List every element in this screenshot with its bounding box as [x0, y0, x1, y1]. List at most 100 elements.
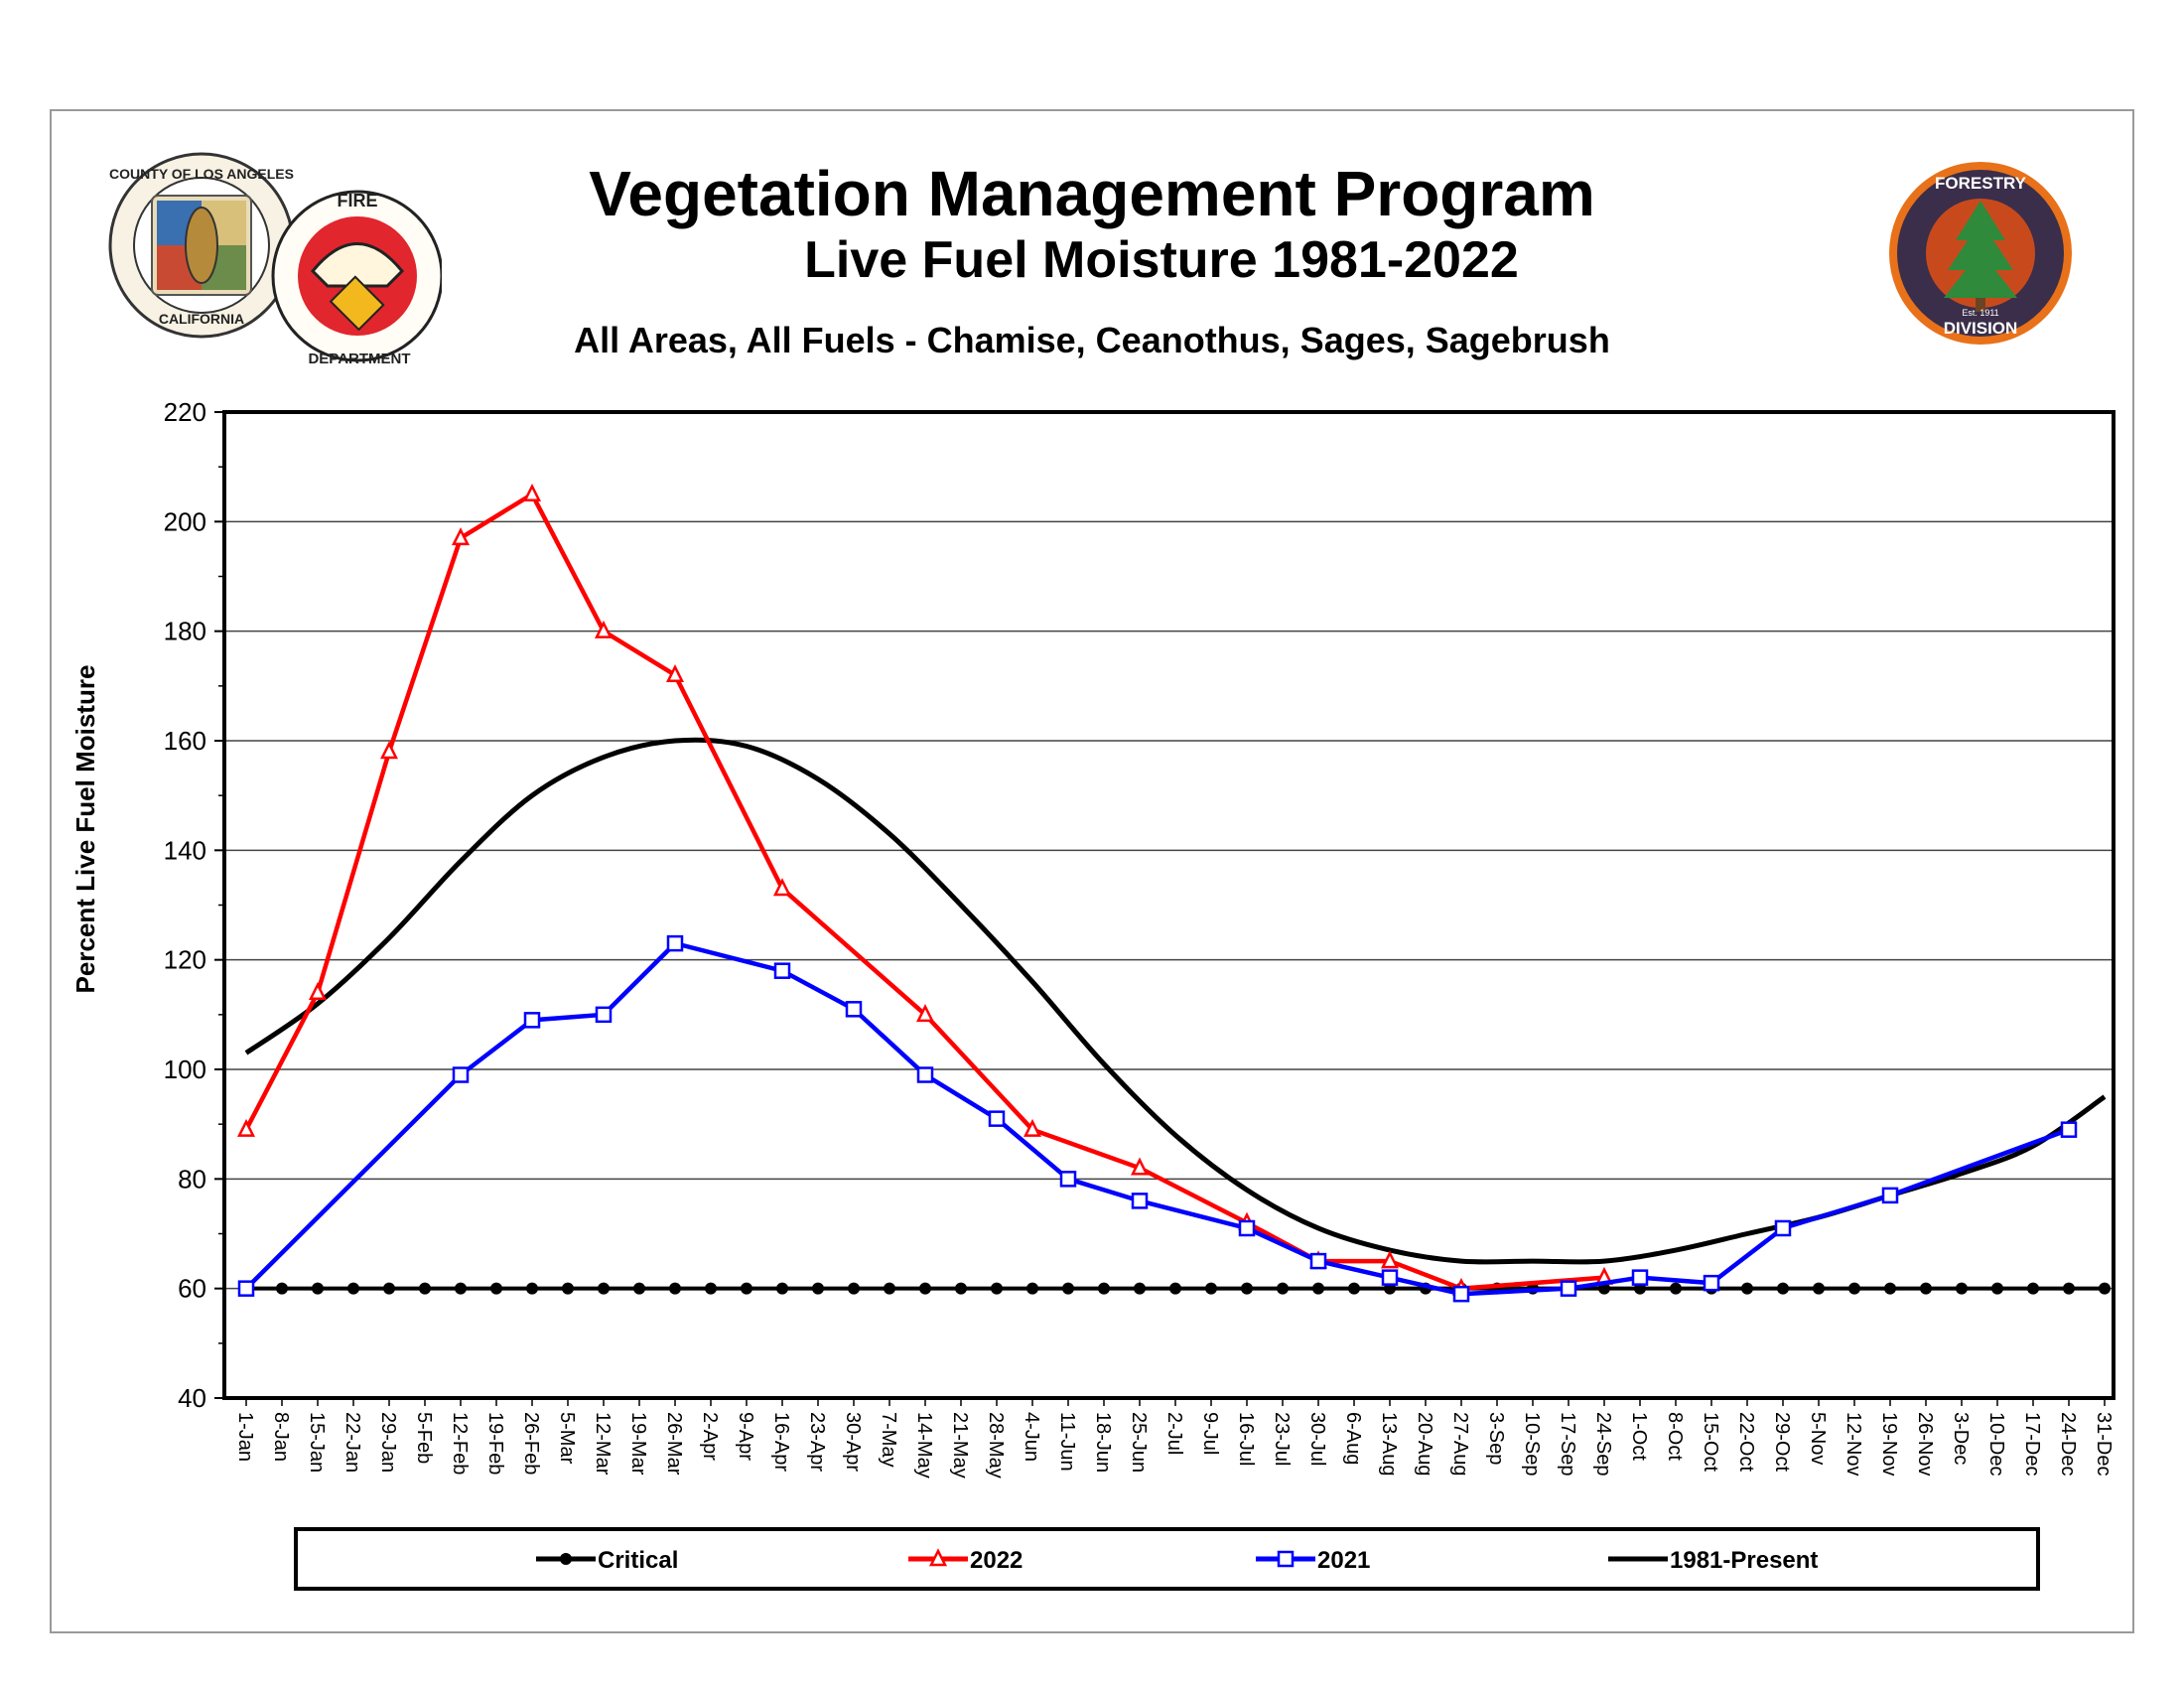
data-point-critical	[419, 1282, 431, 1295]
svg-text:COUNTY OF LOS ANGELES: COUNTY OF LOS ANGELES	[109, 166, 294, 182]
data-point-critical	[276, 1282, 288, 1295]
data-point-critical	[1169, 1282, 1181, 1295]
data-point-2021	[595, 1006, 613, 1024]
data-point-2022	[665, 664, 685, 683]
x-tick-label: 11-Jun	[1056, 1412, 1078, 1472]
x-tick-label: 7-May	[878, 1412, 899, 1468]
data-point-2021	[1381, 1269, 1399, 1286]
x-tick-label: 6-Aug	[1342, 1412, 1364, 1465]
data-point-2021	[1238, 1219, 1256, 1237]
data-point-critical	[1670, 1282, 1682, 1295]
y-tick-label: 100	[164, 1055, 206, 1084]
data-point-critical	[812, 1282, 824, 1295]
legend-box	[294, 1527, 2040, 1591]
data-point-2021	[916, 1066, 934, 1083]
legend-label-critical: Critical	[598, 1547, 678, 1574]
x-tick-label: 23-Apr	[806, 1412, 828, 1472]
y-tick-label: 80	[178, 1164, 206, 1194]
x-tick-label: 10-Sep	[1521, 1412, 1543, 1477]
x-tick-label: 28-May	[985, 1412, 1007, 1478]
data-point-critical	[383, 1282, 395, 1295]
data-point-2021	[237, 1280, 255, 1297]
x-tick-label: 5-Mar	[556, 1412, 578, 1465]
y-tick-label: 40	[178, 1383, 206, 1413]
data-point-critical	[490, 1282, 502, 1295]
x-tick-label: 19-Mar	[627, 1412, 649, 1476]
x-tick-label: 29-Jan	[377, 1412, 399, 1473]
x-tick-label: 13-Aug	[1378, 1412, 1400, 1477]
data-point-2021	[1131, 1193, 1149, 1209]
series-line-2022	[244, 491, 1605, 1291]
data-point-2021	[2060, 1121, 2078, 1138]
data-point-critical	[1277, 1282, 1289, 1295]
x-tick-label: 16-Apr	[770, 1412, 792, 1472]
legend-marker-2021	[1277, 1550, 1295, 1568]
data-point-2021	[1309, 1252, 1327, 1270]
x-tick-label: 25-Jun	[1128, 1412, 1150, 1473]
data-point-2022	[379, 741, 399, 760]
data-point-2021	[988, 1110, 1006, 1127]
data-point-critical	[562, 1282, 574, 1295]
x-tick-label: 10-Dec	[1985, 1412, 2007, 1476]
x-tick-label: 8-Jan	[270, 1412, 292, 1462]
data-point-2022	[594, 620, 614, 638]
data-point-critical	[919, 1282, 931, 1295]
x-tick-label: 2-Jul	[1163, 1412, 1185, 1455]
page-title: Vegetation Management Program	[589, 158, 1595, 229]
data-point-2021	[1452, 1285, 1470, 1303]
data-point-2021	[773, 962, 791, 979]
data-point-critical	[1884, 1282, 1896, 1295]
page-description: All Areas, All Fuels - Chamise, Ceanothu…	[574, 320, 1610, 360]
series-line-1981-present	[244, 737, 2107, 1265]
x-tick-label: 24-Sep	[1592, 1412, 1614, 1477]
data-point-2022	[236, 1118, 256, 1137]
data-point-2021	[523, 1012, 541, 1029]
x-tick-label: 12-Nov	[1843, 1412, 1864, 1476]
x-tick-label: 16-Jul	[1235, 1412, 1257, 1466]
forestry-division-logo: FORESTRY DIVISION Est. 1911	[1889, 162, 2072, 345]
x-tick-label: 30-Jul	[1306, 1412, 1328, 1466]
data-point-critical	[1348, 1282, 1360, 1295]
y-tick-label: 60	[178, 1274, 206, 1304]
x-tick-label: 2-Apr	[699, 1412, 721, 1461]
data-point-2022	[1130, 1157, 1150, 1176]
legend-label-1981-present: 1981-Present	[1670, 1547, 1818, 1574]
data-point-critical	[955, 1282, 967, 1295]
x-tick-label: 29-Oct	[1771, 1412, 1793, 1472]
data-point-critical	[633, 1282, 645, 1295]
x-tick-label: 17-Sep	[1557, 1412, 1578, 1477]
x-tick-label: 19-Feb	[484, 1412, 506, 1475]
data-point-critical	[1098, 1282, 1110, 1295]
x-tick-label: 12-Mar	[592, 1412, 614, 1476]
data-point-critical	[2027, 1282, 2039, 1295]
data-point-2021	[845, 1001, 863, 1018]
x-tick-label: 26-Mar	[663, 1412, 685, 1476]
x-tick-label: 23-Jul	[1271, 1412, 1293, 1466]
data-point-critical	[1920, 1282, 1932, 1295]
data-point-critical	[1848, 1282, 1860, 1295]
data-point-critical	[2099, 1282, 2111, 1295]
legend-marker-2022	[928, 1548, 948, 1567]
data-point-2021	[1631, 1269, 1649, 1286]
x-tick-label: 22-Oct	[1735, 1412, 1757, 1472]
y-tick-label: 200	[164, 506, 206, 536]
x-tick-label: 4-Jun	[1021, 1412, 1042, 1462]
data-point-2022	[308, 981, 328, 1001]
data-point-critical	[1813, 1282, 1825, 1295]
x-tick-label: 27-Aug	[1449, 1412, 1471, 1477]
data-point-critical	[1956, 1282, 1968, 1295]
data-point-critical	[1062, 1282, 1074, 1295]
plot-area-border	[222, 410, 2116, 1400]
x-tick-label: 21-May	[949, 1412, 971, 1478]
svg-text:DEPARTMENT: DEPARTMENT	[308, 351, 410, 367]
data-point-critical	[598, 1282, 610, 1295]
svg-text:CALIFORNIA: CALIFORNIA	[159, 311, 244, 327]
grid-lines	[224, 520, 2114, 1290]
data-point-critical	[1134, 1282, 1146, 1295]
data-point-critical	[1991, 1282, 2003, 1295]
fire-department-logo: FIRE DEPARTMENT	[271, 190, 442, 367]
y-axis-ticks: 40 60 80 100 120 140 160 180 200 220	[164, 397, 224, 1413]
svg-text:FORESTRY: FORESTRY	[1935, 174, 2027, 193]
y-tick-label: 180	[164, 617, 206, 646]
data-point-2021	[1560, 1280, 1577, 1297]
